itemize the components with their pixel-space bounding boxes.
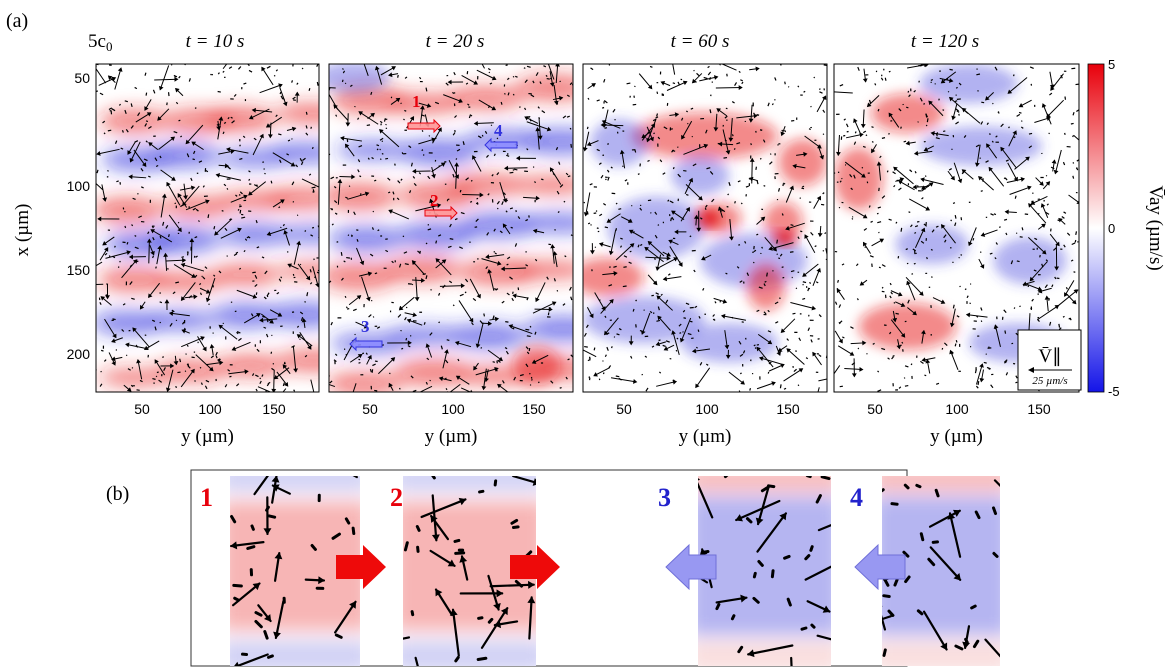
zoom-inset-2: 2 xyxy=(390,476,560,666)
band-markers: 1 2 3 4 xyxy=(349,92,518,352)
scale-legend: V̄∥ 25 µm/s xyxy=(1017,329,1082,391)
time-label-3: t = 60 s xyxy=(671,31,730,52)
zoom-inset-3: 3 xyxy=(658,476,831,666)
band-marker-label-1: 1 xyxy=(412,92,421,111)
colorbar-tick-zero: 0 xyxy=(1108,221,1115,236)
zoom-arrow-left xyxy=(854,543,906,591)
zoom-label-4: 4 xyxy=(850,483,863,512)
panel-b-label: (b) xyxy=(106,483,129,505)
y-tick-50: 50 xyxy=(616,401,632,417)
band-marker-1: 1 xyxy=(407,92,441,134)
y-tick-100: 100 xyxy=(695,401,719,417)
colorbar-tick-max: 5 xyxy=(1108,57,1115,72)
y-tick-100: 100 xyxy=(198,401,222,417)
x-tick-50: 50 xyxy=(74,70,90,86)
time-label-1: t = 10 s xyxy=(186,31,245,52)
y-axis: 50 100 150 y (µm) 50 100 150 y (µm) 50 100 150 y (µ… xyxy=(134,401,1051,447)
y-axis-label-1: y (µm) xyxy=(181,426,234,447)
concentration-label: 5c0 xyxy=(88,31,112,54)
x-tick-200: 200 xyxy=(67,346,91,362)
colorbar-gradient xyxy=(1087,63,1105,393)
y-tick-150: 150 xyxy=(1027,401,1051,417)
x-axis: 50 100 100 150 200 x (µm) xyxy=(12,70,90,362)
colorbar-label: V̄ay (µm/s) xyxy=(1145,185,1166,270)
zoom-label-1: 1 xyxy=(200,483,213,512)
time-label-2: t = 20 s xyxy=(426,31,485,52)
band-marker-4: 4 xyxy=(484,121,518,153)
y-tick-50: 50 xyxy=(362,401,378,417)
x-tick-100-visible: 100 xyxy=(67,178,91,194)
zoom-insets: 1 2 3 4 xyxy=(200,476,1000,666)
x-tick-150: 150 xyxy=(67,262,91,278)
zoom-arrow-right xyxy=(510,545,560,589)
y-tick-150: 150 xyxy=(522,401,546,417)
y-tick-50: 50 xyxy=(867,401,883,417)
zoom-arrow-left xyxy=(665,543,717,591)
zoom-label-2: 2 xyxy=(390,483,403,512)
zoom-label-3: 3 xyxy=(658,483,671,512)
y-tick-150: 150 xyxy=(776,401,800,417)
zoom-inset-1: 1 xyxy=(200,476,386,666)
zoom-inset-4: 4 xyxy=(850,476,1000,666)
band-marker-label-2: 2 xyxy=(430,191,439,210)
y-axis-label-2: y (µm) xyxy=(425,426,478,447)
y-tick-150: 150 xyxy=(262,401,286,417)
scale-legend-symbol: V̄∥ xyxy=(1038,346,1061,367)
band-marker-3: 3 xyxy=(349,317,383,352)
band-marker-2: 2 xyxy=(424,191,458,221)
scale-legend-length: 25 µm/s xyxy=(1032,375,1067,387)
y-axis-label-4: y (µm) xyxy=(930,426,983,447)
y-tick-50: 50 xyxy=(134,401,150,417)
velocity-panel-t20 xyxy=(328,63,574,393)
panel-a-label: (a) xyxy=(6,10,28,32)
band-marker-label-4: 4 xyxy=(494,121,503,140)
y-tick-100: 100 xyxy=(441,401,465,417)
zoom-arrow-right xyxy=(336,545,386,589)
band-marker-label-3: 3 xyxy=(361,317,370,336)
velocity-panel-t10 xyxy=(95,63,320,393)
velocity-panel-t120 xyxy=(833,63,1080,393)
x-axis-label: x (µm) xyxy=(12,204,33,257)
colorbar: 5 0 -5 V̄ay (µm/s) xyxy=(1087,57,1166,399)
time-label-4: t = 120 s xyxy=(911,31,979,52)
velocity-panel-t60 xyxy=(582,63,828,393)
scale-legend-arrowhead xyxy=(1028,367,1034,373)
y-axis-label-3: y (µm) xyxy=(679,426,732,447)
colorbar-tick-min: -5 xyxy=(1108,384,1120,399)
y-tick-100: 100 xyxy=(945,401,969,417)
